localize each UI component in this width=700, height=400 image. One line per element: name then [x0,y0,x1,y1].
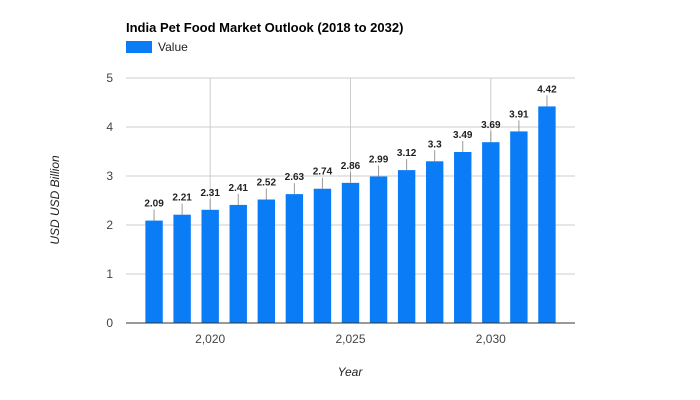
data-label: 2.21 [172,193,192,204]
x-axis-ticks: 2,020 2,025 2,030 [195,332,506,346]
chart-title: India Pet Food Market Outlook (2018 to 2… [126,20,403,35]
bar [285,194,304,323]
y-tick-label: 3 [106,169,113,183]
data-labels: 2.09 2.21 2.31 2.41 2.52 2.63 2.74 2.86 2.99 3.12… [144,84,557,221]
data-label: 2.41 [229,183,249,194]
bar [229,204,247,323]
bar [482,142,500,323]
bar [538,106,556,323]
bar [341,182,360,323]
data-label: 2.31 [200,188,220,199]
legend-label-value: Value [158,40,188,54]
x-axis-title: Year [338,365,364,379]
x-tick-label: 2,025 [335,332,365,346]
bar [145,220,163,323]
data-label: 2.74 [313,167,333,178]
data-label: 3.3 [428,139,442,150]
bar [454,151,472,323]
y-tick-label: 2 [106,218,113,232]
bar [201,209,219,323]
y-tick-label: 1 [106,267,113,281]
bars [145,106,556,323]
data-label: 2.52 [257,178,277,189]
y-tick-label: 5 [106,71,113,85]
data-label: 4.42 [537,84,557,95]
data-label: 3.69 [481,120,501,131]
data-label: 2.09 [144,199,164,210]
y-tick-label: 4 [106,120,113,134]
bar [313,188,332,323]
x-tick-label: 2,020 [195,332,225,346]
y-axis-title: USD USD Billion [48,155,62,245]
y-axis-ticks: 0 1 2 3 4 5 [106,71,113,330]
bar [510,131,528,323]
data-label: 3.91 [509,109,529,120]
legend-swatch-value [126,41,152,53]
bar [397,170,416,323]
data-label: 2.99 [369,154,389,165]
bar [257,199,276,323]
legend: Value [126,40,188,54]
x-tick-label: 2,030 [476,332,506,346]
data-label: 3.12 [397,148,417,159]
data-label: 3.49 [453,130,473,141]
data-label: 2.63 [285,172,305,183]
data-label: 2.86 [341,161,361,172]
bar [173,214,191,323]
bar [369,176,388,323]
y-tick-label: 0 [106,316,113,330]
bar [425,161,444,323]
